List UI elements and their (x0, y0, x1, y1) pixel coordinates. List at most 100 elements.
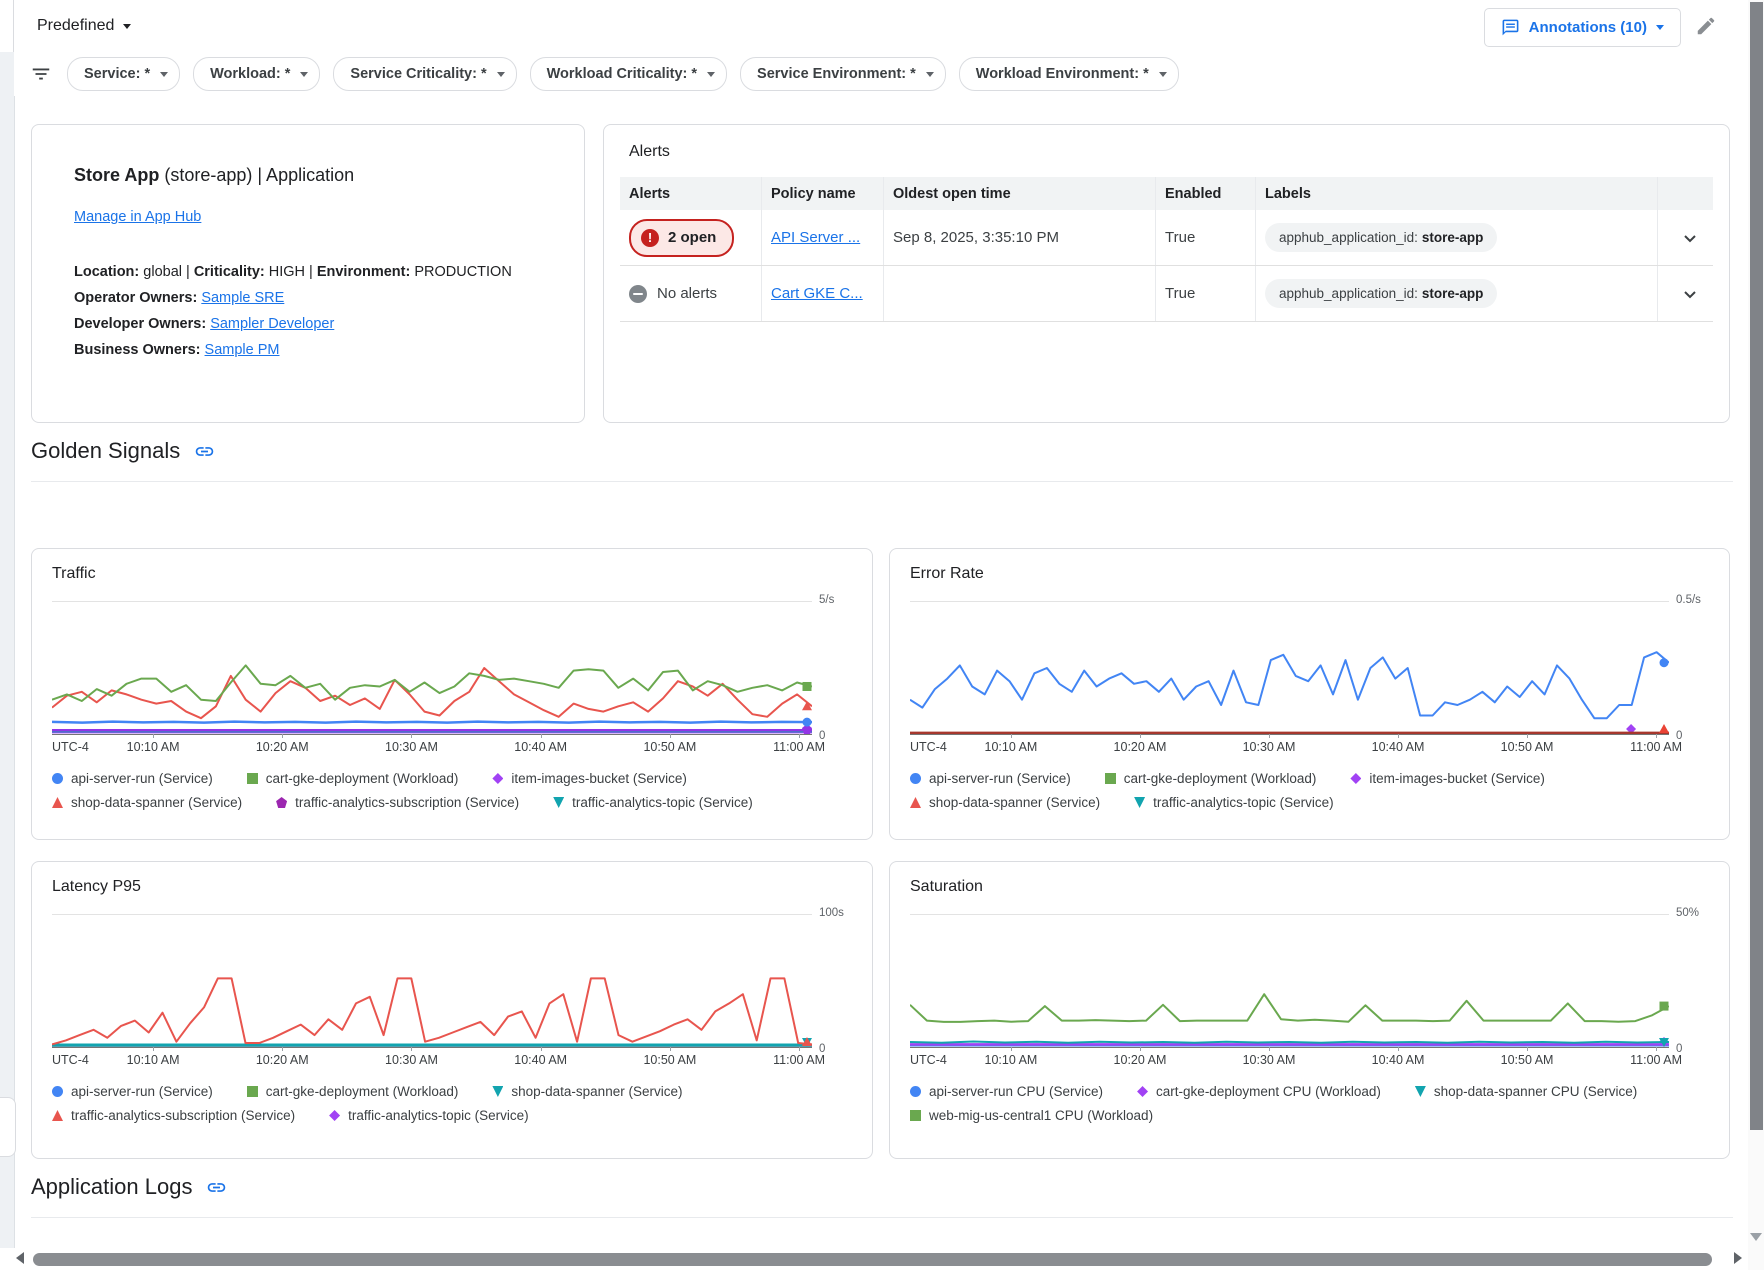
no-alerts-status: No alerts (629, 285, 717, 303)
filter-chip-workload-environment[interactable]: Workload Environment: * (959, 57, 1179, 91)
legend-item-item-images-bucket-service[interactable]: item-images-bucket (Service) (492, 771, 687, 786)
triangle-down-marker-icon (1134, 797, 1145, 808)
filter-chip-service[interactable]: Service: * (67, 57, 180, 91)
triangle-up-marker-icon (52, 797, 63, 808)
policy-name-link[interactable]: API Server ... (771, 229, 860, 246)
legend-item-api-server-run-cpu-service[interactable]: api-server-run CPU (Service) (910, 1084, 1103, 1099)
legend-row: traffic-analytics-subscription (Service)… (52, 1108, 852, 1123)
legend-item-shop-data-spanner-cpu-service[interactable]: shop-data-spanner CPU (Service) (1415, 1084, 1637, 1099)
time-label: 10:50 AM (1501, 740, 1554, 754)
filter-chip-service-criticality[interactable]: Service Criticality: * (333, 57, 516, 91)
legend-item-cart-gke-deployment-workload[interactable]: cart-gke-deployment (Workload) (247, 771, 459, 786)
alerts-column-header-actions (1658, 177, 1713, 210)
chart-legend: api-server-run (Service) cart-gke-deploym… (52, 1084, 852, 1123)
legend-item-traffic-analytics-subscription-service[interactable]: traffic-analytics-subscription (Service) (52, 1108, 295, 1123)
section-link-icon[interactable] (206, 1177, 227, 1198)
filter-chip-workload-criticality[interactable]: Workload Criticality: * (530, 57, 727, 91)
manage-in-app-hub-link[interactable]: Manage in App Hub (74, 209, 201, 225)
legend-item-cart-gke-deployment-workload[interactable]: cart-gke-deployment (Workload) (1105, 771, 1317, 786)
triangle-up-marker-icon (52, 1110, 63, 1121)
vertical-scrollbar[interactable] (1748, 0, 1764, 1270)
owner-link-sample-pm[interactable]: Sample PM (205, 342, 280, 358)
horizontal-scrollbar-thumb[interactable] (33, 1253, 1712, 1266)
timezone-label: UTC-4 (52, 740, 89, 754)
owner-link-sample-sre[interactable]: Sample SRE (201, 290, 284, 306)
alert-policy-cell: API Server ... (762, 210, 884, 265)
row-expand-chevron-icon[interactable] (1678, 282, 1702, 306)
x-axis-tick (282, 1047, 283, 1051)
diamond-marker-icon (329, 1110, 340, 1121)
chart-legend: api-server-run (Service) cart-gke-deploym… (52, 771, 852, 810)
y-axis-max-label: 100s (812, 907, 844, 919)
scroll-down-arrow-icon[interactable] (1750, 1233, 1762, 1241)
alerts-column-header-labels: Labels (1256, 177, 1658, 210)
legend-item-cart-gke-deployment-workload[interactable]: cart-gke-deployment (Workload) (247, 1084, 459, 1099)
legend-item-web-mig-us-central1-cpu-workload[interactable]: web-mig-us-central1 CPU (Workload) (910, 1108, 1153, 1123)
chevron-down-icon (160, 72, 168, 77)
legend-item-traffic-analytics-topic-service[interactable]: traffic-analytics-topic (Service) (329, 1108, 529, 1123)
x-axis-tick (1140, 734, 1141, 738)
filter-chip-service-environment[interactable]: Service Environment: * (740, 57, 946, 91)
legend-item-api-server-run-service[interactable]: api-server-run (Service) (910, 771, 1071, 786)
x-axis-tick (411, 1047, 412, 1051)
vertical-scrollbar-thumb[interactable] (1750, 2, 1763, 1130)
x-axis-tick (1398, 734, 1399, 738)
x-axis-tick (670, 1047, 671, 1051)
alerts-column-header-alerts: Alerts (620, 177, 762, 210)
horizontal-scrollbar[interactable] (0, 1248, 1748, 1270)
time-label: 10:10 AM (985, 740, 1038, 754)
view-selector-dropdown[interactable]: Predefined (37, 0, 131, 52)
x-axis-tick (1527, 734, 1528, 738)
filter-bar: Service: * Workload: * Service Criticality… (14, 52, 1748, 96)
x-axis-tick (153, 734, 154, 738)
time-label: 10:30 AM (1243, 740, 1296, 754)
scroll-left-arrow-icon[interactable] (16, 1252, 24, 1264)
time-label: 11:00 AM (773, 1053, 825, 1067)
legend-label: cart-gke-deployment (Workload) (266, 1084, 459, 1099)
triangle-down-marker-icon (492, 1086, 503, 1097)
square-marker-icon (247, 1086, 258, 1097)
alert-status-cell: !2 open (620, 210, 762, 265)
edit-pencil-icon[interactable] (1695, 15, 1717, 37)
diamond-marker-icon (1137, 1086, 1148, 1097)
legend-label: api-server-run CPU (Service) (929, 1084, 1103, 1099)
legend-row: api-server-run (Service) cart-gke-deploym… (52, 771, 852, 786)
alerts-column-header-oldest-open-time: Oldest open time (884, 177, 1156, 210)
legend-label: shop-data-spanner (Service) (71, 795, 242, 810)
legend-item-shop-data-spanner-service[interactable]: shop-data-spanner (Service) (492, 1084, 682, 1099)
scroll-right-arrow-icon[interactable] (1734, 1252, 1742, 1264)
legend-item-shop-data-spanner-service[interactable]: shop-data-spanner (Service) (52, 795, 242, 810)
legend-row: api-server-run (Service) cart-gke-deploym… (52, 1084, 852, 1099)
legend-item-api-server-run-service[interactable]: api-server-run (Service) (52, 771, 213, 786)
time-label: 10:30 AM (385, 1053, 438, 1067)
legend-item-traffic-analytics-subscription-service[interactable]: traffic-analytics-subscription (Service) (276, 795, 519, 810)
chevron-down-icon (300, 72, 308, 77)
alert-row: !2 openAPI Server ...Sep 8, 2025, 3:35:1… (620, 210, 1713, 266)
filter-chip-label: Service Criticality: * (350, 66, 486, 82)
x-axis-tick (1269, 1047, 1270, 1051)
section-link-icon[interactable] (194, 441, 215, 462)
owner-link-sampler-developer[interactable]: Sampler Developer (210, 316, 334, 332)
legend-item-cart-gke-deployment-cpu-workload[interactable]: cart-gke-deployment CPU (Workload) (1137, 1084, 1381, 1099)
legend-item-api-server-run-service[interactable]: api-server-run (Service) (52, 1084, 213, 1099)
legend-item-traffic-analytics-topic-service[interactable]: traffic-analytics-topic (Service) (1134, 795, 1334, 810)
filter-chip-workload[interactable]: Workload: * (193, 57, 320, 91)
time-label: 10:10 AM (985, 1053, 1038, 1067)
alerts-open-badge[interactable]: !2 open (629, 219, 734, 257)
policy-name-link[interactable]: Cart GKE C... (771, 285, 863, 302)
filter-chip-label: Workload Environment: * (976, 66, 1149, 82)
owner-line-business-owners: Business Owners: Sample PM (74, 337, 542, 363)
chevron-down-icon (1159, 72, 1167, 77)
legend-item-shop-data-spanner-service[interactable]: shop-data-spanner (Service) (910, 795, 1100, 810)
series-line-api-server-run-service (910, 652, 1669, 718)
legend-label: item-images-bucket (Service) (1369, 771, 1545, 786)
chevron-down-icon (707, 72, 715, 77)
circle-marker-icon (910, 773, 921, 784)
legend-label: traffic-analytics-topic (Service) (572, 795, 753, 810)
legend-item-item-images-bucket-service[interactable]: item-images-bucket (Service) (1350, 771, 1545, 786)
row-expand-chevron-icon[interactable] (1678, 226, 1702, 250)
legend-item-traffic-analytics-topic-service[interactable]: traffic-analytics-topic (Service) (553, 795, 753, 810)
chart-card-latency-p95: Latency P95100s0UTC-410:10 AM10:20 AM10:… (31, 861, 873, 1159)
view-selector-label: Predefined (37, 17, 114, 35)
annotations-button[interactable]: Annotations (10) (1484, 8, 1681, 47)
